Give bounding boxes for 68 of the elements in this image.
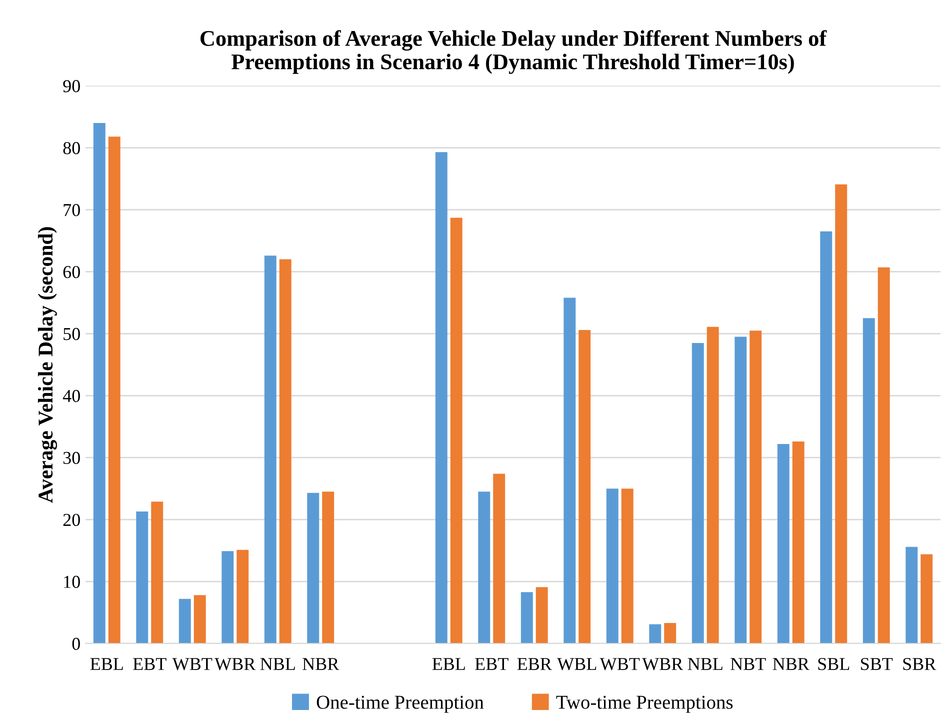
- bar: [493, 474, 506, 644]
- x-tick-label: NBT: [730, 658, 766, 670]
- legend-label: One-time Preemption: [316, 696, 484, 713]
- bar: [194, 595, 206, 644]
- bar: [520, 592, 533, 644]
- y-tick-label: 40: [62, 390, 80, 402]
- bar: [151, 502, 164, 644]
- bar: [222, 551, 234, 644]
- bar: [136, 512, 148, 644]
- bar: [435, 152, 448, 644]
- bar: [450, 218, 462, 644]
- bar: [862, 318, 875, 644]
- x-tick-label: SBL: [818, 658, 850, 670]
- bar: [621, 488, 634, 644]
- bar: [692, 342, 704, 644]
- y-tick-label: 80: [63, 142, 80, 154]
- x-tick-label: NBR: [772, 658, 810, 670]
- y-tick-label: 50: [64, 328, 80, 340]
- bar: [307, 492, 320, 644]
- x-tick-label: SBT: [861, 658, 893, 670]
- bar: [664, 623, 676, 644]
- bar: [578, 330, 591, 644]
- x-tick-label: NBL: [260, 658, 295, 670]
- bar: [536, 587, 548, 644]
- bar: [734, 336, 747, 644]
- bar: [478, 492, 490, 644]
- bar: [279, 259, 292, 644]
- x-tick-label: NBR: [302, 658, 340, 670]
- y-axis-title: Average Vehicle Delay (second): [38, 227, 58, 503]
- x-tick-label: WBT: [172, 658, 212, 670]
- x-tick-label: NBL: [688, 658, 722, 670]
- y-tick-label: 10: [64, 576, 80, 588]
- x-tick-label: EBL: [90, 658, 123, 670]
- bar: [649, 624, 662, 644]
- x-tick-label: EBT: [133, 658, 166, 670]
- x-tick-label: WBR: [214, 658, 256, 670]
- x-tick-label: WBR: [642, 658, 684, 670]
- bar: [920, 554, 933, 644]
- bar: [906, 546, 918, 644]
- bar: [878, 267, 890, 644]
- bar: [750, 330, 762, 644]
- x-tick-label: EBR: [517, 658, 552, 670]
- bar: [820, 231, 832, 644]
- chart-title: Comparison of Average Vehicle Delay under Different Numbers of Preemptions in Scenario 4 (Dynamic Threshold Timer=10s): [200, 30, 827, 74]
- bar: [322, 492, 334, 644]
- legend-label: Two-time Preemptions: [556, 696, 733, 713]
- bar: [93, 122, 106, 644]
- x-tick-label: EBL: [432, 658, 465, 670]
- bar: [777, 444, 790, 644]
- bar: [108, 136, 120, 644]
- y-tick-label: 0: [72, 638, 80, 650]
- bar: [564, 298, 576, 644]
- x-tick-label: EBT: [475, 658, 508, 670]
- y-tick-label: 90: [63, 80, 80, 92]
- bar: [264, 256, 276, 644]
- x-tick-label: WBT: [600, 658, 640, 670]
- x-tick-label: SBR: [903, 658, 936, 670]
- y-tick-label: 60: [63, 266, 80, 278]
- bar: [706, 326, 719, 644]
- bar: [606, 488, 618, 644]
- y-tick-label: 70: [64, 204, 80, 216]
- y-tick-label: 30: [63, 452, 80, 464]
- bar: [835, 184, 848, 644]
- x-tick-label: WBL: [557, 658, 596, 670]
- bar: [792, 441, 804, 644]
- bar: [178, 598, 191, 644]
- y-tick-label: 20: [63, 514, 80, 526]
- bar: [236, 550, 249, 644]
